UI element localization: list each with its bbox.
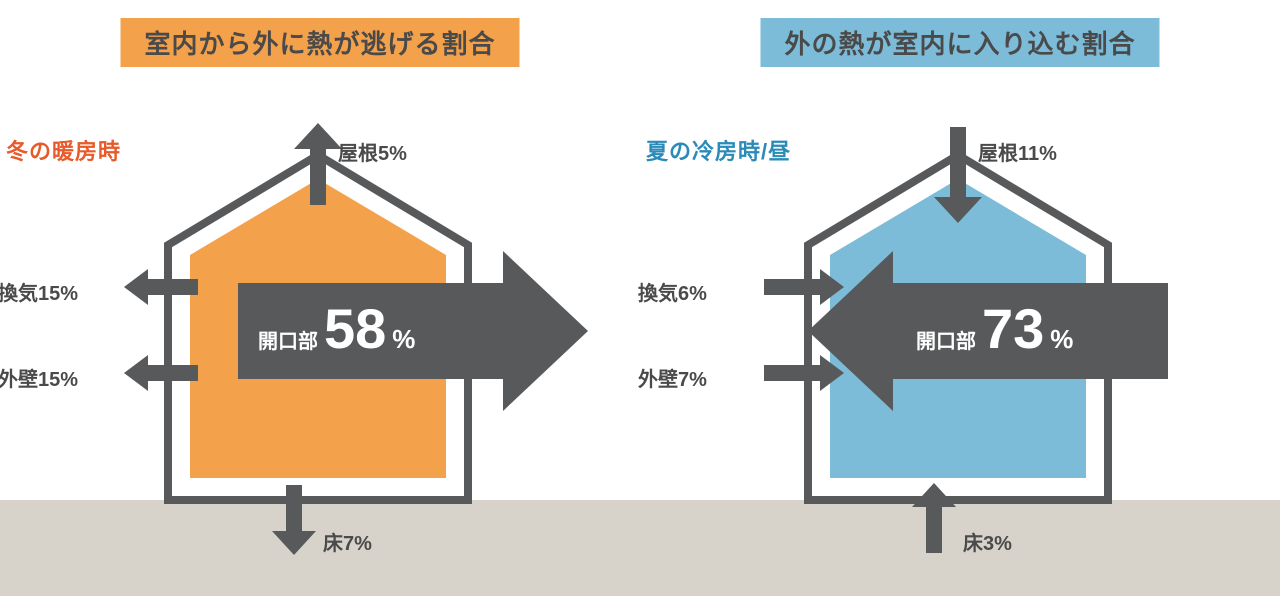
opening-suffix: %	[1050, 324, 1073, 355]
wall-label: 外壁7%	[638, 363, 798, 392]
subtitle-winter: 冬の暖房時	[6, 134, 121, 166]
opening-label: 開口部 73 %	[916, 301, 1073, 357]
vent-label: 換気15%	[0, 277, 158, 306]
opening-suffix: %	[392, 324, 415, 355]
opening-label: 開口部 58 %	[258, 301, 415, 357]
wall-label: 外壁15%	[0, 363, 158, 392]
title-summer: 外の熱が室内に入り込む割合	[760, 18, 1159, 67]
house-summer: 屋根11% 換気6% 外壁7% 床3% 開口部 73 %	[808, 155, 1108, 500]
panel-winter: 室内から外に熱が逃げる割合 冬の暖房時	[0, 0, 640, 596]
title-winter: 室内から外に熱が逃げる割合	[120, 18, 519, 67]
floor-label: 床7%	[323, 527, 372, 556]
panel-summer: 外の熱が室内に入り込む割合 夏の冷房時/昼	[640, 0, 1280, 596]
opening-prefix: 開口部	[258, 325, 318, 354]
subtitle-summer: 夏の冷房時/昼	[646, 134, 791, 166]
roof-label: 屋根5%	[338, 137, 407, 166]
opening-prefix: 開口部	[916, 325, 976, 354]
house-winter: 屋根5% 換気15% 外壁15% 床7% 開口部 58 %	[168, 155, 468, 500]
opening-value: 58	[324, 301, 386, 357]
floor-label: 床3%	[963, 527, 1012, 556]
vent-label: 換気6%	[638, 277, 798, 306]
opening-value: 73	[982, 301, 1044, 357]
roof-label: 屋根11%	[978, 137, 1057, 166]
